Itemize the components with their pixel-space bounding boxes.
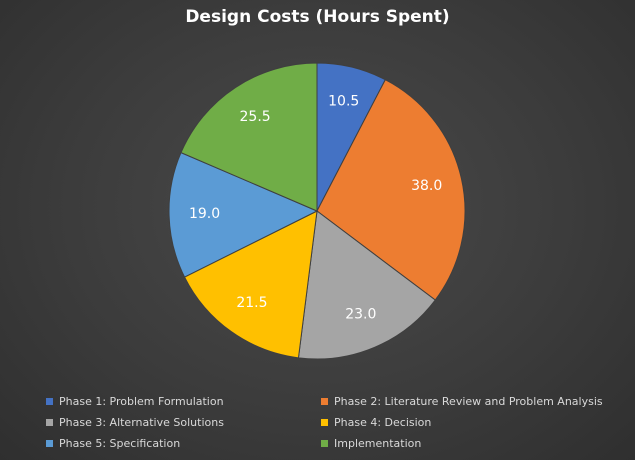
pie-slice-phase-4-decision [183, 210, 318, 359]
pie-slice-phase-3-alternative-solutions [297, 210, 436, 360]
legend-swatch [321, 439, 328, 447]
legend-item-phase-1-problem-formulation: Phase 1: Problem Formulation [46, 394, 224, 410]
pie-slice-implementation [180, 62, 318, 212]
legend-label: Implementation [334, 437, 422, 450]
legend-label: Phase 2: Literature Review and Problem A… [334, 395, 603, 408]
legend-swatch [321, 397, 328, 405]
legend-item-phase-2-literature-review-and-problem-analysis: Phase 2: Literature Review and Problem A… [321, 394, 603, 410]
data-label-implementation: 25.5 [240, 109, 271, 125]
pie-slice-phase-2-literature-review-and-problem-analysis [316, 79, 466, 301]
legend-swatch [46, 418, 53, 426]
legend-label: Phase 5: Specification [59, 437, 181, 450]
legend-label: Phase 3: Alternative Solutions [59, 416, 224, 429]
legend-item-implementation: Implementation [321, 436, 421, 452]
data-label-phase-5-specification: 19.0 [189, 206, 220, 222]
pie-slice-phase-5-specification [168, 151, 319, 278]
legend-swatch [321, 418, 328, 426]
data-label-phase-4-decision: 21.5 [236, 295, 267, 311]
legend-label: Phase 1: Problem Formulation [59, 395, 224, 408]
data-label-phase-1-problem-formulation: 10.5 [328, 94, 359, 110]
legend-item-phase-4-decision: Phase 4: Decision [321, 415, 431, 431]
data-label-phase-3-alternative-solutions: 23.0 [345, 307, 376, 323]
data-label-phase-2-literature-review-and-problem-analysis: 38.0 [411, 178, 442, 194]
legend-swatch [46, 439, 53, 447]
legend-item-phase-5-specification: Phase 5: Specification [46, 436, 180, 452]
legend-swatch [46, 397, 53, 405]
legend-item-phase-3-alternative-solutions: Phase 3: Alternative Solutions [46, 415, 224, 431]
chart-title: Design Costs (Hours Spent) [185, 7, 450, 27]
legend-label: Phase 4: Decision [334, 416, 432, 429]
